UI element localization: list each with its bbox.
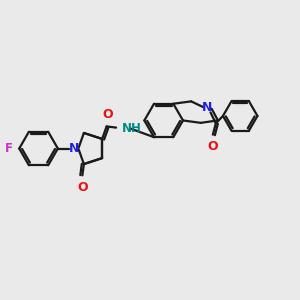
Text: N: N xyxy=(202,101,213,114)
Text: NH: NH xyxy=(122,122,142,135)
Text: O: O xyxy=(207,140,217,153)
Text: F: F xyxy=(5,142,13,155)
Text: N: N xyxy=(69,142,80,155)
Text: O: O xyxy=(77,181,88,194)
Text: O: O xyxy=(102,108,112,121)
